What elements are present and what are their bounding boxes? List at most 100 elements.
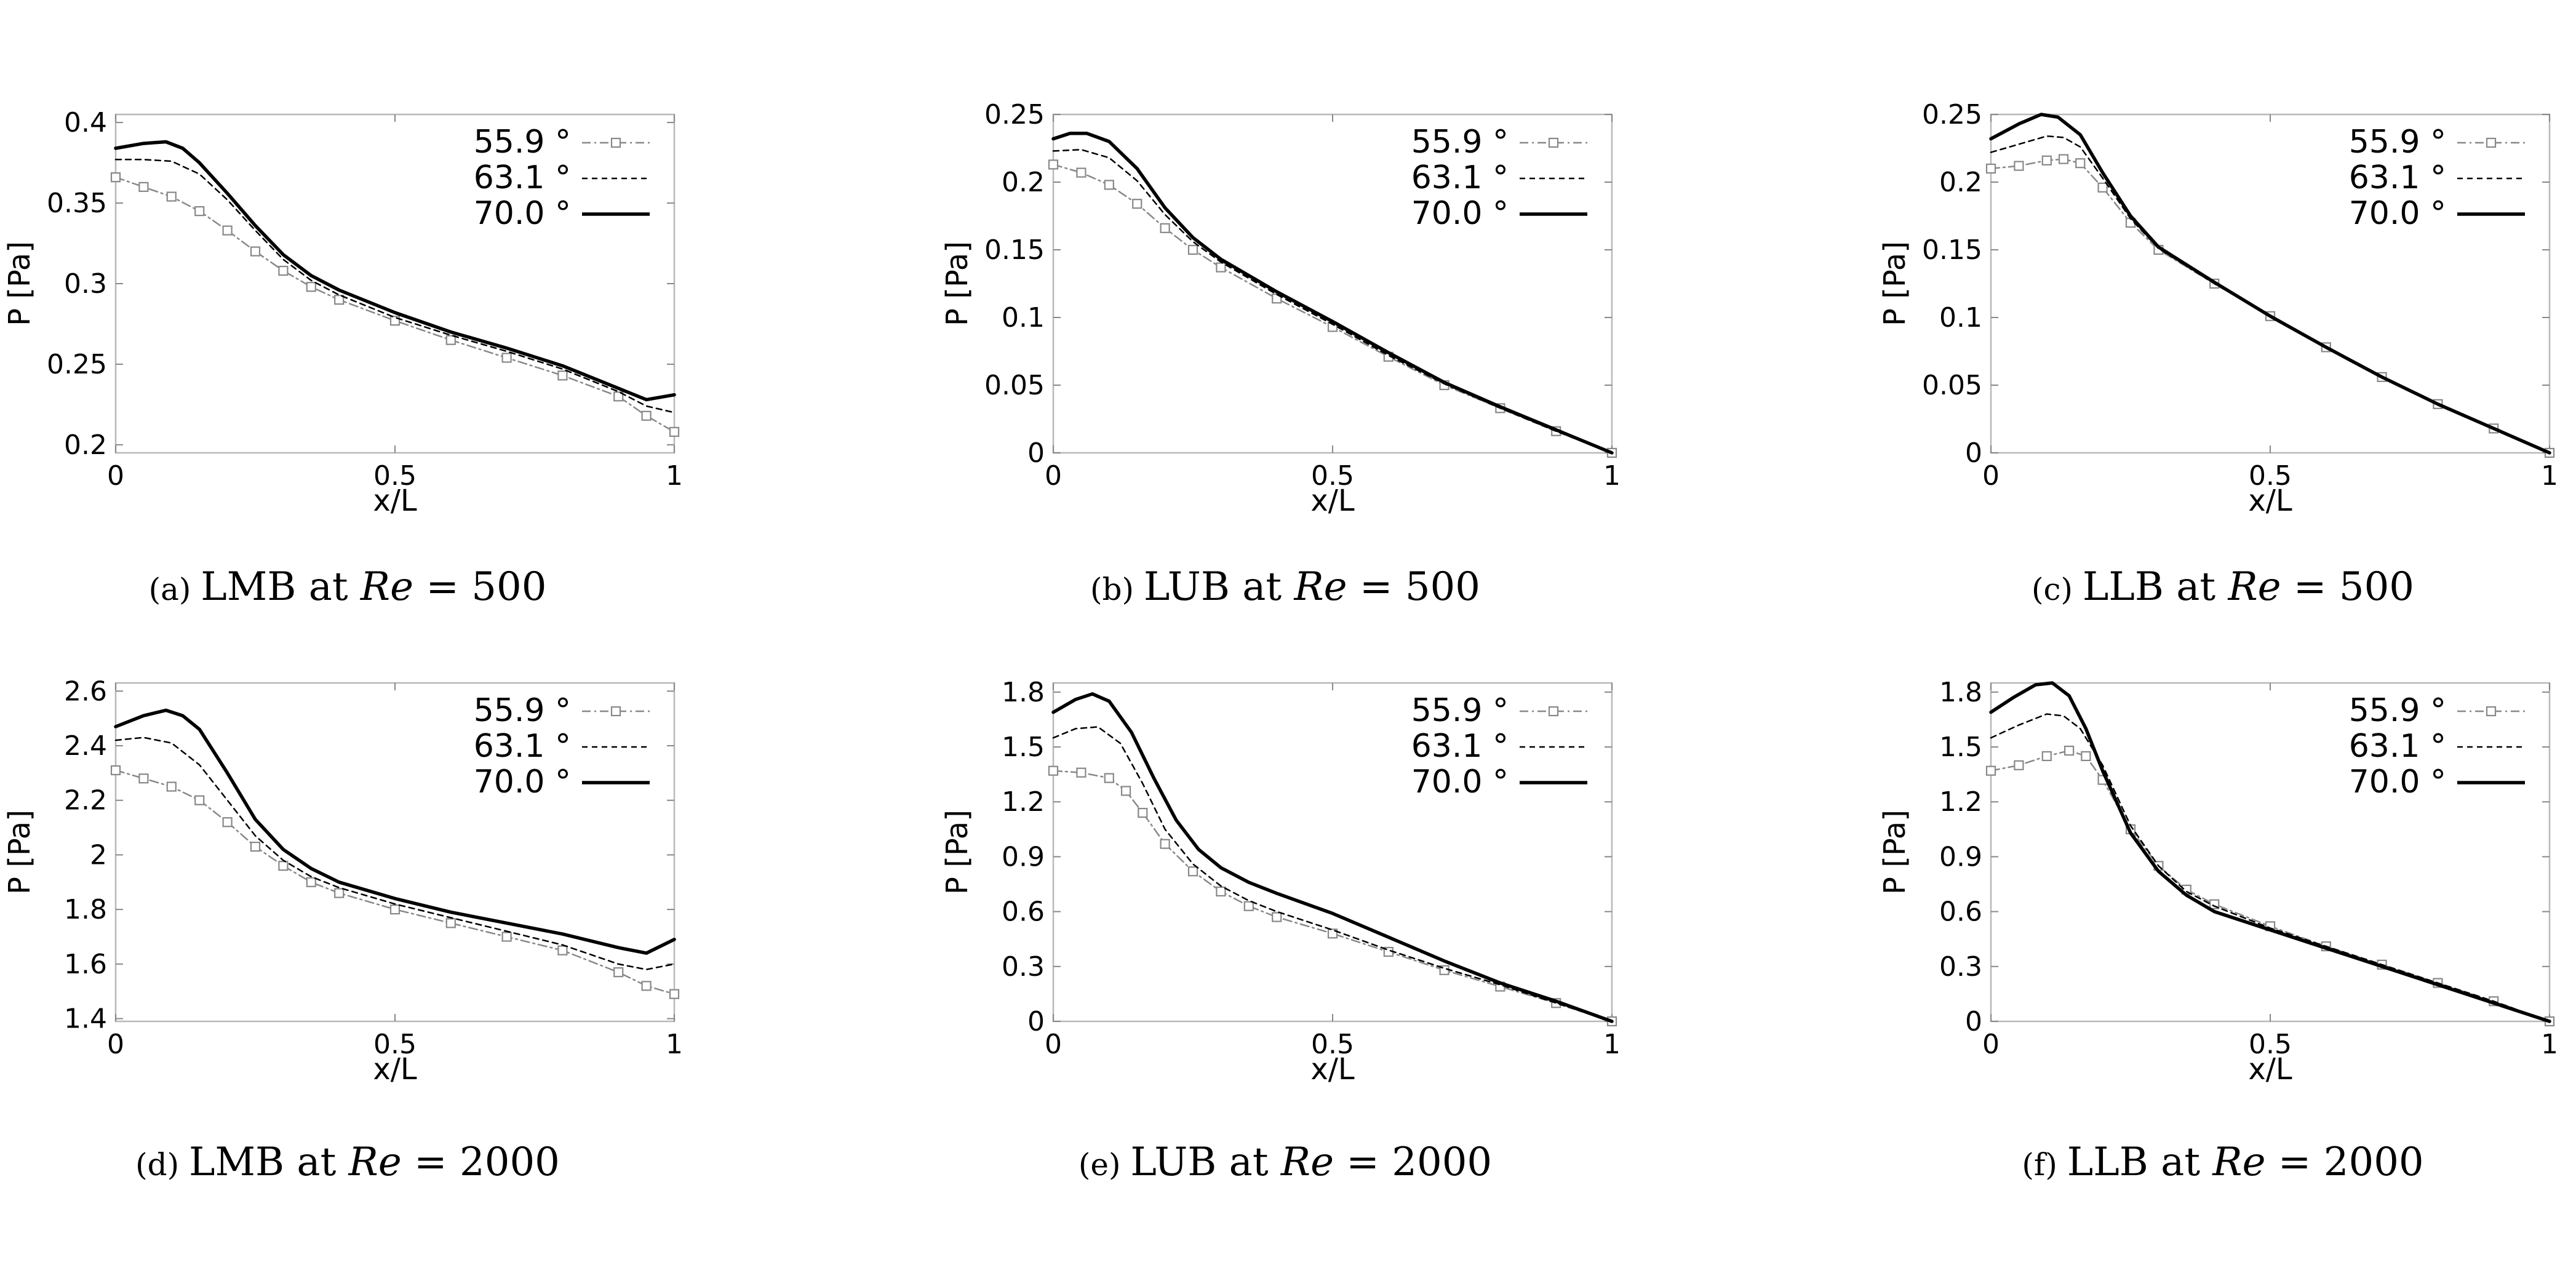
data-point-marker [110,172,121,183]
legend-label: 70.0 ° [1411,195,1509,232]
y-tick-label: 0.15 [1922,234,1982,266]
y-tick-label: 1.8 [64,894,107,925]
data-point-marker [669,426,680,437]
y-tick-label: 1.8 [1002,677,1045,708]
series-line-63-1 [114,159,676,413]
data-point-marker [2075,158,2086,169]
x-tick-label: 0.5 [1311,1029,1354,1060]
data-point-marker [1243,901,1254,911]
y-tick-label: 1.2 [1939,786,1982,818]
data-point-marker [557,945,568,956]
y-axis-label: P [Pa] [940,810,975,895]
data-point-marker [1048,159,1059,170]
data-point-marker [222,817,233,828]
data-point-marker [2014,760,2024,770]
chart-panel-4: 0 0.5 1 1.4 1.6 1.8 2 2.2 2.4 2.6 x/L P [Pa] 55.9 °6… [2,676,683,1185]
data-point-marker [1138,807,1148,818]
data-point-marker [1120,786,1131,796]
y-tick-label: 0.6 [1939,896,1982,928]
x-axis-label: x/L [2248,484,2292,518]
data-point-marker [2041,155,2052,166]
y-axis-label: P [Pa] [1878,241,1912,326]
data-point-marker [1160,839,1170,849]
chart-panel-1: 0 0.5 1 0.2 0.25 0.3 0.35 0.4 x/L P [Pa] 55.9 °63.… [2,107,683,610]
data-point-marker [250,842,261,852]
legend-label: 63.1 ° [2349,728,2446,765]
y-tick-label: 0.6 [1002,896,1045,928]
x-tick-label: 1 [2541,1029,2558,1060]
legend-marker [610,137,621,148]
y-tick-label: 0.15 [984,234,1045,266]
data-point-marker [222,225,233,236]
y-tick-label: 2.4 [64,730,107,762]
y-tick-label: 1.6 [64,949,107,980]
data-point-marker [1216,262,1226,273]
series-line-63-1 [114,736,676,970]
data-point-marker [501,932,512,942]
legend-label: 63.1 ° [1411,728,1509,765]
x-tick-label: 0.5 [2249,460,2292,492]
data-point-marker [1985,163,1996,174]
x-axis-label: x/L [1310,484,1355,518]
data-point-marker [334,888,345,898]
y-tick-label: 0.3 [64,268,107,300]
x-tick-label: 1 [1603,1029,1621,1060]
x-tick-label: 0.5 [1311,460,1354,492]
legend-label: 70.0 ° [474,195,571,232]
data-point-marker [669,989,680,999]
y-axis-label: P [Pa] [1878,810,1912,895]
y-tick-label: 0.9 [1002,841,1045,872]
data-point-marker [557,370,568,381]
y-tick-label: 1.5 [1002,732,1045,763]
legend-label: 55.9 ° [1411,692,1509,729]
data-point-marker [194,795,205,805]
data-point-marker [1048,765,1059,776]
y-tick-label: 0 [1965,1006,1982,1037]
y-tick-label: 0 [1965,437,1982,469]
y-tick-label: 0.1 [1939,302,1982,333]
chart-panel-6: 0 0.5 1 0 0.3 0.6 0.9 1.2 1.5 1.8 x/L P [Pa] 55.9 °6… [1878,677,2558,1185]
data-point-marker [2097,182,2108,193]
data-point-marker [1216,886,1226,897]
legend-label: 70.0 ° [2349,195,2446,232]
data-point-marker [1132,199,1142,209]
data-point-marker [166,191,177,202]
series-line-70-0 [1051,692,1614,1023]
series-line-70-0 [114,140,676,402]
data-point-marker [278,265,289,276]
y-tick-label: 0.25 [984,99,1045,130]
data-point-marker [389,904,401,915]
data-point-marker [445,335,456,345]
x-tick-label: 0 [1045,1029,1062,1060]
data-point-marker [641,410,652,421]
x-axis-label: x/L [373,1052,417,1087]
data-point-marker [1160,223,1170,233]
series-line-70-0 [114,708,676,955]
legend-label: 63.1 ° [474,728,571,765]
data-point-marker [278,861,289,871]
data-point-marker [110,765,121,776]
legend-label: 63.1 ° [1411,159,1509,196]
data-point-marker [194,206,205,217]
x-tick-label: 0 [1982,460,2000,492]
x-tick-label: 0 [1982,1029,2000,1060]
legend-label: 55.9 ° [1411,124,1509,161]
data-point-marker [613,391,624,402]
x-tick-label: 0.5 [373,460,417,492]
x-tick-label: 1 [666,1029,683,1060]
x-tick-label: 1 [666,460,683,492]
data-point-marker [1104,180,1114,190]
legend-label: 55.9 ° [474,692,571,729]
data-point-marker [1272,912,1282,922]
legend-marker [1548,137,1559,148]
series-line-63-1 [1052,726,1613,1023]
data-point-marker [138,182,149,192]
legend-label: 63.1 ° [474,159,571,196]
y-tick-label: 0.9 [1939,841,1982,872]
y-tick-label: 1.4 [64,1004,107,1035]
y-tick-label: 2.2 [64,785,107,816]
legend-marker [610,706,621,717]
y-axis-label: P [Pa] [2,810,37,895]
y-tick-label: 0 [1027,437,1045,469]
